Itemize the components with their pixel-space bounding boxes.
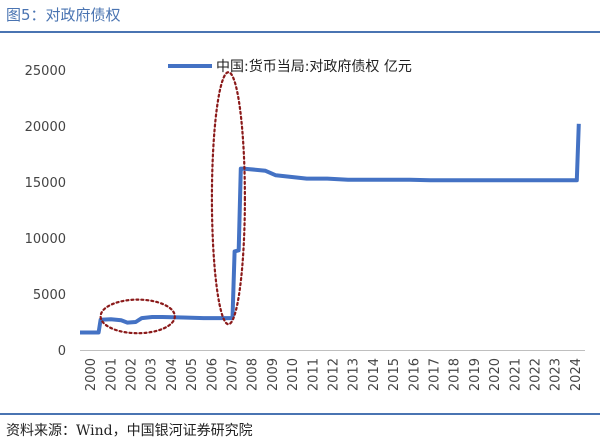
x-tick-label: 2014 — [367, 358, 382, 391]
x-tick-label: 2011 — [306, 358, 321, 391]
x-tick-label: 2018 — [448, 358, 463, 391]
x-tick-label: 2015 — [387, 358, 402, 391]
x-tick-label: 2020 — [488, 358, 503, 391]
annotation-ellipse — [210, 71, 246, 326]
annotation-layer — [99, 71, 246, 335]
y-axis: 0 5000 10000 15000 20000 25000 — [25, 64, 66, 359]
x-tick-label: 2008 — [246, 358, 261, 391]
x-tick-label: 2012 — [327, 358, 342, 391]
series-layer — [80, 123, 581, 335]
x-tick-label: 2009 — [266, 358, 281, 391]
y-tick-label: 0 — [58, 344, 66, 359]
x-tick-label: 2021 — [508, 358, 523, 391]
figure-title: 图5：对政府债权 — [6, 6, 121, 24]
legend-label: 中国:货币当局:对政府债权 亿元 — [216, 58, 412, 75]
source-note: 资料来源：Wind，中国银河证券研究院 — [6, 423, 253, 439]
x-tick-label: 2023 — [549, 358, 564, 391]
x-tick-label: 2003 — [145, 358, 160, 391]
legend: 中国:货币当局:对政府债权 亿元 — [168, 58, 412, 75]
y-tick-label: 15000 — [25, 176, 66, 191]
x-tick-label: 2022 — [529, 358, 544, 391]
x-tick-label: 2007 — [226, 358, 241, 391]
x-tick-label: 2013 — [347, 358, 362, 391]
bottom-rule — [0, 413, 600, 415]
x-tick-label: 2002 — [125, 358, 140, 391]
x-tick-label: 2000 — [84, 358, 99, 391]
y-tick-label: 10000 — [25, 232, 66, 247]
y-tick-label: 20000 — [25, 120, 66, 135]
x-tick-label: 2017 — [428, 358, 443, 391]
x-tick-label: 2016 — [407, 358, 422, 391]
x-tick-label: 2024 — [569, 358, 584, 391]
x-tick-label: 2010 — [286, 358, 301, 391]
series-line — [80, 123, 581, 335]
y-tick-label: 25000 — [25, 64, 66, 79]
x-tick-label: 2005 — [185, 358, 200, 391]
x-tick-label: 2019 — [468, 358, 483, 391]
x-axis: 2000 2001 2002 2003 2004 2005 2006 2007 2008 2009… — [80, 350, 585, 391]
y-tick-label: 5000 — [33, 288, 66, 303]
x-tick-label: 2004 — [165, 358, 180, 391]
top-rule — [0, 31, 600, 33]
x-tick-label: 2006 — [205, 358, 220, 391]
annotation-ellipse — [99, 298, 176, 335]
x-tick-label: 2001 — [104, 358, 119, 391]
